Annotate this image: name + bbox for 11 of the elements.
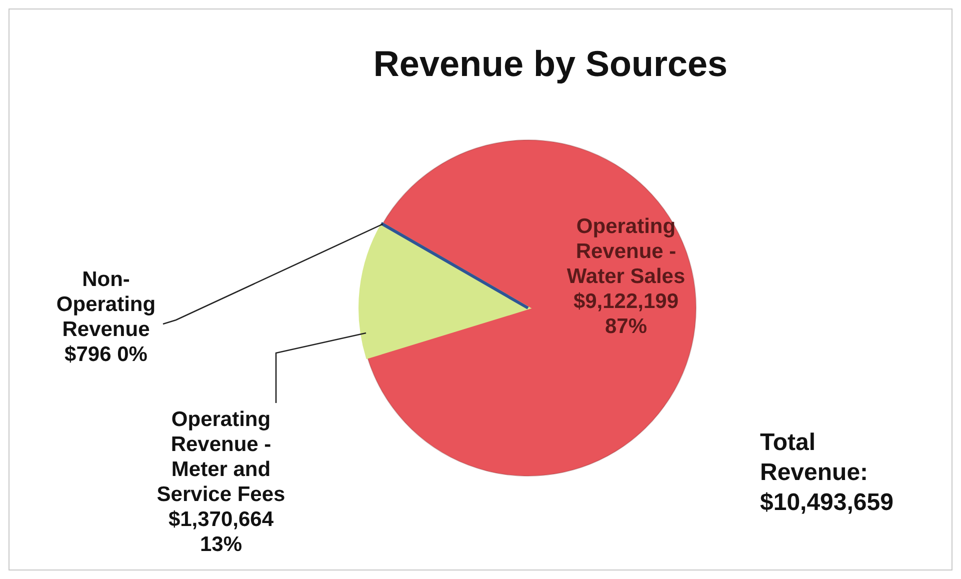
- data-label: $1,370,664 13%: [168, 508, 274, 556]
- data-label: $796 0%: [64, 343, 148, 366]
- data-label: $9,122,199 87%: [573, 290, 679, 338]
- slice-label: Operating Revenue - Meter and Service Fees: [156, 408, 286, 506]
- slice-label: Operating Revenue - Water Sales: [566, 215, 686, 288]
- pie-slice: [366, 140, 696, 476]
- chart-title: Revenue by Sources: [373, 43, 728, 84]
- pie-slice: [358, 222, 530, 359]
- text: Total Revenue: $10,493,659: [760, 429, 894, 516]
- pie-slice: [380, 222, 530, 310]
- slice-label: Non-Operating Revenue: [56, 268, 156, 341]
